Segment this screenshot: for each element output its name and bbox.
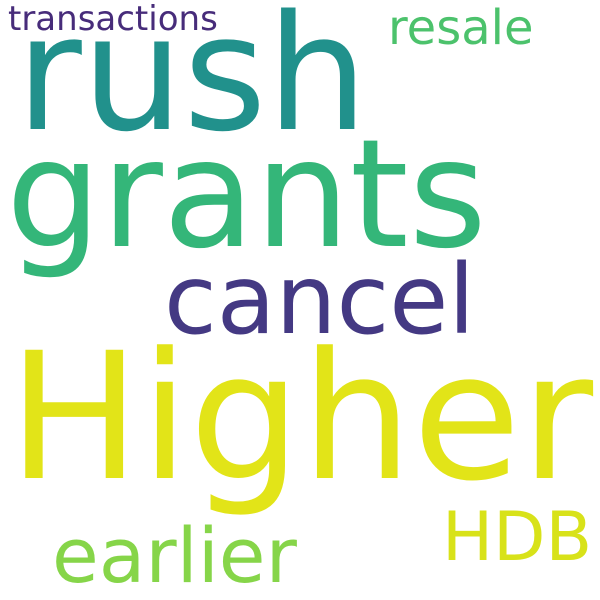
word-grants: grants	[6, 108, 487, 282]
word-resale: resale	[388, 0, 534, 56]
word-cancel: cancel	[164, 244, 475, 356]
word-hdb: HDB	[442, 498, 593, 577]
word-earlier: earlier	[52, 511, 297, 600]
word-higher: Higher	[8, 315, 594, 520]
word-rush: rush	[16, 0, 368, 167]
word-transactions: transactions	[8, 0, 218, 39]
